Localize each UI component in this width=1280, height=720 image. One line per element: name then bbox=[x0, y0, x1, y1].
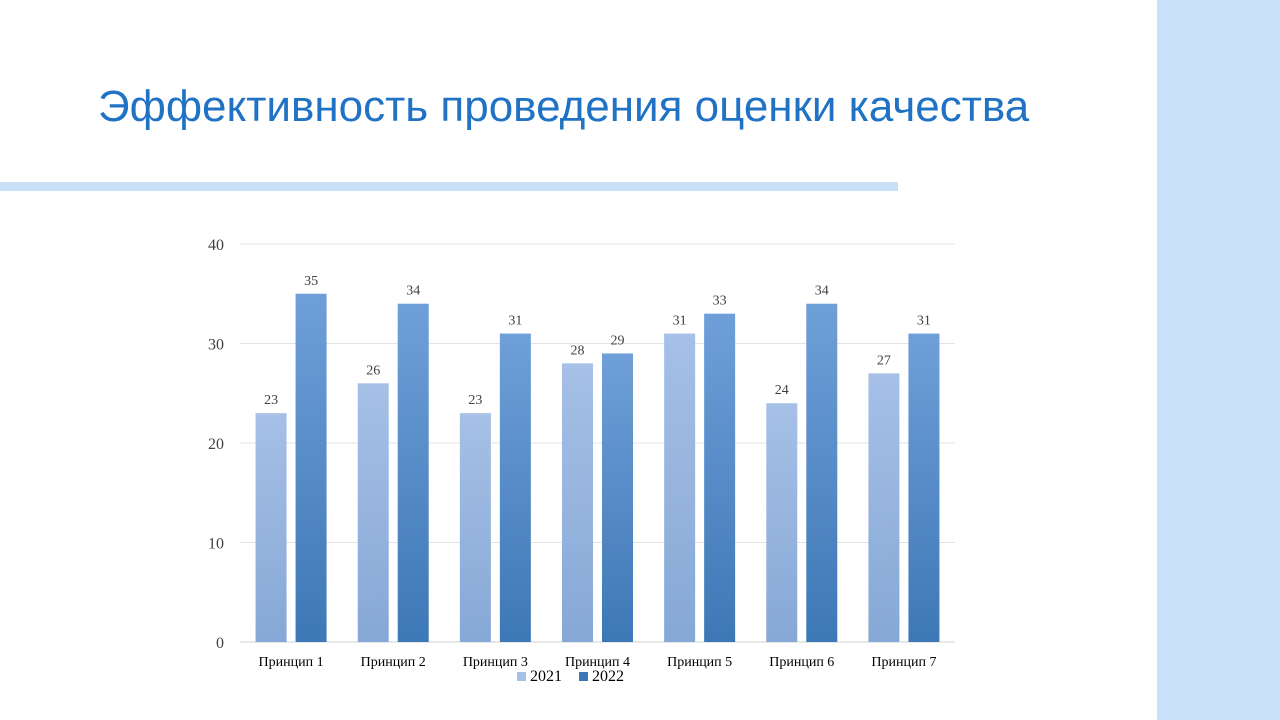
bar-2022-1 bbox=[295, 293, 327, 642]
data-label: 31 bbox=[673, 314, 687, 329]
category-label: Принцип 4 bbox=[565, 655, 630, 670]
slide-title: Эффективность проведения оценки качества bbox=[98, 82, 1030, 131]
y-tick-label: 0 bbox=[216, 635, 224, 652]
bar-2021-1 bbox=[255, 413, 287, 642]
legend-swatch bbox=[517, 672, 526, 681]
category-label: Принцип 3 bbox=[463, 655, 528, 670]
data-label: 35 bbox=[304, 274, 318, 289]
title-underline bbox=[0, 182, 898, 191]
category-label: Принцип 1 bbox=[259, 655, 324, 670]
legend-label: 2021 bbox=[530, 668, 562, 685]
category-label: Принцип 2 bbox=[361, 655, 426, 670]
gridlines bbox=[240, 243, 955, 643]
legend-label: 2022 bbox=[592, 668, 624, 685]
data-label: 34 bbox=[815, 284, 829, 299]
data-label: 29 bbox=[611, 333, 625, 348]
bar-2022-3 bbox=[499, 333, 531, 642]
bar-2021-7 bbox=[868, 373, 900, 642]
y-tick-label: 40 bbox=[208, 237, 224, 254]
bar-2022-5 bbox=[704, 313, 736, 642]
bar-2021-4 bbox=[562, 363, 593, 642]
data-label: 34 bbox=[406, 284, 420, 299]
bars bbox=[255, 293, 940, 642]
category-label: Принцип 7 bbox=[871, 655, 936, 670]
bar-2021-5 bbox=[664, 333, 696, 642]
data-label: 31 bbox=[508, 314, 522, 329]
data-label: 24 bbox=[775, 383, 789, 398]
category-label: Принцип 6 bbox=[769, 655, 834, 670]
bar-2021-3 bbox=[459, 413, 491, 642]
y-tick-label: 10 bbox=[208, 536, 224, 553]
bar-2022-2 bbox=[397, 303, 429, 642]
data-labels: 23 35 26 34 23 31 28 29 31 33 24 34 27 31 bbox=[264, 274, 931, 408]
data-label: 23 bbox=[264, 393, 278, 408]
bar-2022-6 bbox=[806, 303, 838, 642]
y-tick-label: 20 bbox=[208, 436, 224, 453]
bar-2021-6 bbox=[766, 403, 798, 642]
category-label: Принцип 5 bbox=[667, 655, 732, 670]
legend-swatch bbox=[579, 672, 588, 681]
data-label: 26 bbox=[366, 363, 380, 378]
data-label: 28 bbox=[571, 343, 585, 358]
bar-2021-2 bbox=[357, 383, 389, 642]
y-axis-ticks: 0 10 20 30 40 bbox=[208, 237, 224, 652]
bar-2022-4 bbox=[602, 353, 633, 642]
data-label: 23 bbox=[468, 393, 482, 408]
category-labels: Принцип 1 Принцип 2 Принцип 3 Принцип 4 Прин… bbox=[259, 655, 937, 670]
side-decor-band bbox=[1157, 0, 1280, 720]
bar-2022-7 bbox=[908, 333, 940, 642]
legend: 2021 2022 bbox=[517, 668, 624, 685]
data-label: 31 bbox=[917, 314, 931, 329]
data-label: 33 bbox=[713, 294, 727, 309]
y-tick-label: 30 bbox=[208, 337, 224, 354]
data-label: 27 bbox=[877, 353, 891, 368]
